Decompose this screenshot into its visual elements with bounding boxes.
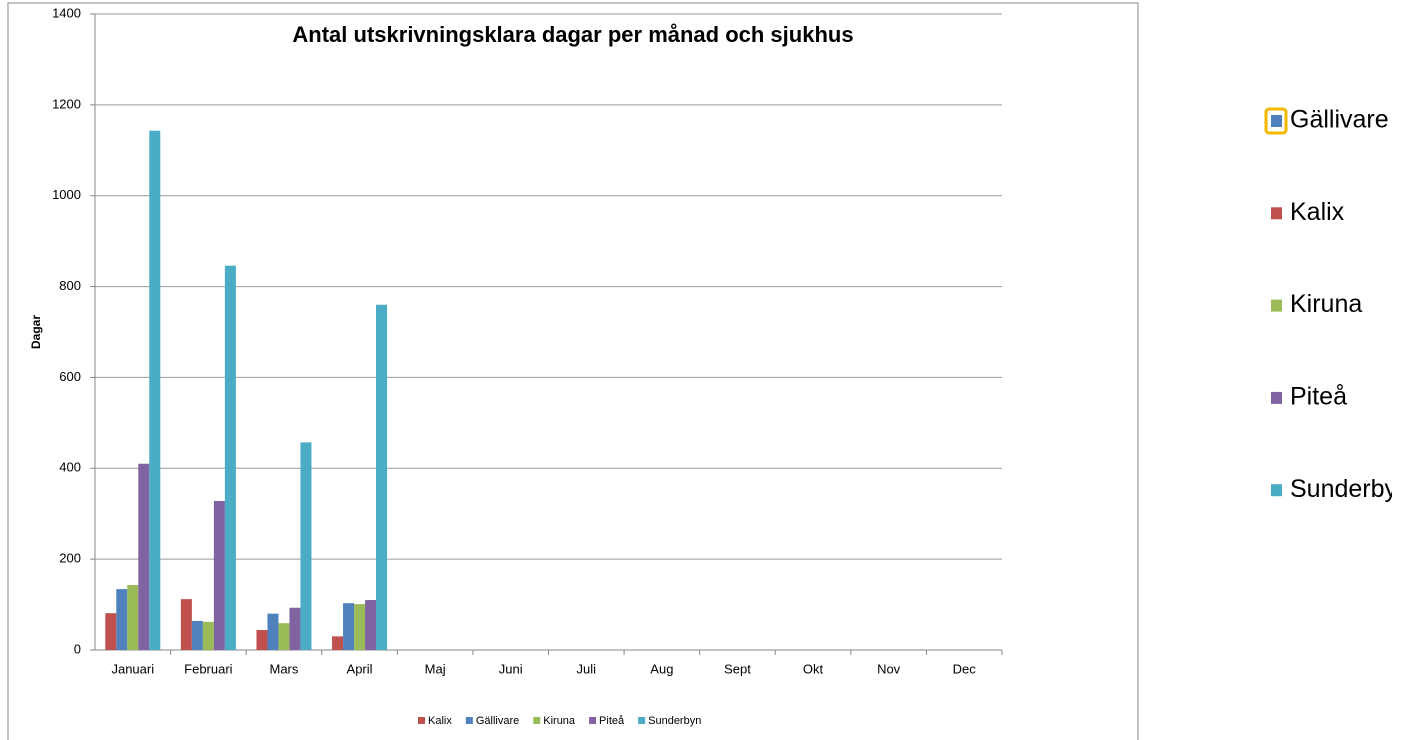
legend-swatch [1271, 115, 1282, 127]
bar [289, 607, 301, 650]
x-tick-label: Dec [953, 661, 977, 676]
legend-label: Gällivare [476, 715, 519, 727]
x-tick-label: Maj [425, 661, 446, 676]
x-tick-label: Aug [650, 661, 673, 676]
bar [365, 600, 377, 650]
legend-swatch [1271, 391, 1282, 404]
bar [354, 604, 366, 650]
chart-frame [7, 2, 1139, 740]
x-tick-label: April [347, 661, 373, 676]
legend-label: Kalix [428, 715, 452, 727]
bar [202, 621, 214, 650]
x-tick-label: Februari [184, 661, 233, 676]
legend-swatch [533, 717, 541, 724]
legend-swatch [638, 717, 646, 724]
y-tick-label: 0 [74, 641, 81, 656]
bar [213, 500, 225, 650]
legend-label: Sunderbyn [1290, 475, 1408, 503]
x-tick-label: Sept [724, 661, 751, 676]
bar [191, 620, 203, 650]
legend-label: Kiruna [1290, 290, 1362, 318]
bar [376, 304, 388, 650]
bar [116, 589, 128, 650]
bar [138, 463, 150, 650]
bar [332, 636, 344, 650]
legend-label: Piteå [1290, 383, 1347, 411]
bar [105, 613, 117, 650]
x-tick-label: Nov [877, 661, 901, 676]
legend-label: Kalix [1290, 198, 1345, 226]
y-tick-label: 1200 [52, 96, 81, 111]
y-tick-label: 400 [59, 460, 81, 475]
x-tick-label: Januari [111, 661, 154, 676]
legend-label: Sunderbyn [648, 715, 701, 727]
bar [300, 442, 312, 650]
bar [224, 265, 236, 650]
bar [127, 585, 139, 650]
y-tick-label: 1400 [52, 5, 81, 20]
x-tick-label: Mars [270, 661, 299, 676]
bar [267, 613, 279, 650]
bar [180, 599, 192, 650]
bar [343, 603, 355, 650]
legend-label: Kiruna [543, 715, 576, 727]
legend-swatch [1271, 484, 1282, 497]
x-tick-label: Juli [577, 661, 597, 676]
y-tick-label: 600 [59, 369, 81, 384]
legend-swatch [1271, 207, 1282, 220]
y-tick-label: 200 [59, 551, 81, 566]
legend-label: Piteå [599, 715, 625, 727]
legend-swatch [589, 717, 597, 724]
chart-title: Antal utskrivningsklara dagar per månad … [292, 22, 853, 47]
y-axis-label: Dagar [29, 315, 43, 349]
legend-swatch [465, 717, 473, 724]
y-tick-label: 800 [59, 278, 81, 293]
bar [149, 130, 161, 650]
legend-label: Gällivare [1290, 106, 1389, 134]
y-tick-label: 1000 [52, 187, 81, 202]
legend-swatch [1271, 299, 1282, 312]
bar [256, 630, 268, 650]
side-legend: Gällivare Kalix Kiruna Piteå Sunderbyn [1264, 106, 1408, 503]
x-tick-label: Juni [499, 661, 523, 676]
bar [278, 623, 290, 650]
x-tick-label: Okt [803, 661, 824, 676]
legend-swatch [418, 717, 425, 724]
